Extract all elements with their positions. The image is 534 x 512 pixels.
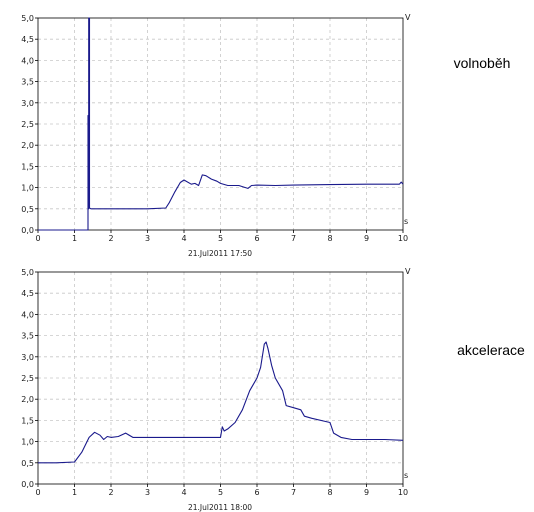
y-tick-label: 3,0 (21, 99, 34, 108)
voltage-trace (38, 341, 404, 464)
x-tick-label: 9 (364, 234, 369, 243)
x-tick-label: 7 (291, 234, 296, 243)
x-tick-label: 9 (364, 488, 369, 497)
y-tick-label: 1,5 (21, 162, 34, 171)
x-tick-label: 10 (398, 488, 408, 497)
y-tick-label: 5,0 (21, 268, 34, 277)
x-axis-unit: s (404, 217, 408, 226)
y-axis-unit: V (405, 267, 411, 276)
y-tick-label: 2,5 (21, 374, 34, 383)
x-tick-label: 1 (72, 488, 77, 497)
x-tick-label: 6 (254, 234, 259, 243)
x-tick-label: 2 (108, 234, 113, 243)
y-tick-label: 3,0 (21, 353, 34, 362)
x-tick-label: 8 (327, 488, 332, 497)
x-tick-label: 2 (108, 488, 113, 497)
chart-side-label: volnoběh (454, 55, 511, 71)
y-tick-label: 0,0 (21, 226, 34, 235)
x-tick-label: 10 (398, 234, 408, 243)
y-tick-label: 1,0 (21, 184, 34, 193)
y-tick-label: 3,5 (21, 78, 34, 87)
y-tick-label: 0,5 (21, 459, 34, 468)
timestamp-label: 21.Jul2011 18:00 (188, 503, 252, 512)
x-tick-label: 0 (35, 234, 40, 243)
x-tick-label: 7 (291, 488, 296, 497)
y-tick-label: 2,5 (21, 120, 34, 129)
y-tick-label: 1,5 (21, 416, 34, 425)
y-tick-label: 0,0 (21, 480, 34, 489)
chart-panel-1: 0,0 0,5 1,0 1,5 2,0 2,5 3,0 3,5 4,0 4,5 5,0 0 1 2 3 4 5 6… (21, 13, 510, 258)
timestamp-label: 21.Jul2011 17:50 (188, 249, 252, 258)
y-tick-label: 3,5 (21, 332, 34, 341)
x-tick-label: 4 (181, 488, 186, 497)
x-tick-label: 1 (72, 234, 77, 243)
y-tick-label: 4,5 (21, 35, 34, 44)
x-tick-label: 8 (327, 234, 332, 243)
voltage-trace (38, 17, 404, 231)
x-tick-label: 6 (254, 488, 259, 497)
y-tick-label: 4,0 (21, 310, 34, 319)
x-tick-label: 5 (218, 234, 223, 243)
x-tick-label: 3 (145, 234, 150, 243)
y-tick-label: 0,5 (21, 205, 34, 214)
x-tick-label: 3 (145, 488, 150, 497)
x-axis-unit: s (404, 471, 408, 480)
y-tick-label: 4,0 (21, 56, 34, 65)
y-tick-label: 2,0 (21, 141, 34, 150)
chart-side-label: akcelerace (457, 342, 525, 358)
x-tick-label: 5 (218, 488, 223, 497)
y-axis-unit: V (405, 13, 411, 22)
x-tick-label: 4 (181, 234, 186, 243)
y-tick-label: 2,0 (21, 395, 34, 404)
y-tick-label: 5,0 (21, 14, 34, 23)
y-tick-label: 4,5 (21, 289, 34, 298)
chart-panel-2: 0,0 0,5 1,0 1,5 2,0 2,5 3,0 3,5 4,0 4,5 5,0 0 1 2 3 4 5 6… (21, 267, 525, 512)
y-tick-label: 1,0 (21, 438, 34, 447)
x-tick-label: 0 (35, 488, 40, 497)
